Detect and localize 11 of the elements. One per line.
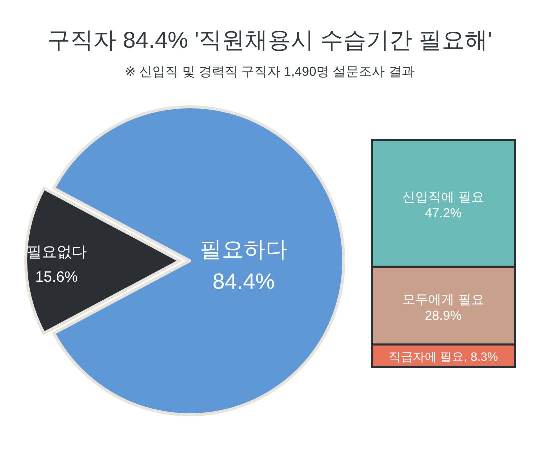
data-label: 15.6% bbox=[36, 269, 78, 286]
text: 직급자에 필요, 8.3% bbox=[388, 350, 498, 364]
data-label: 84.4% bbox=[212, 269, 276, 294]
data-label: 47.2% bbox=[425, 205, 462, 220]
series-label: 신입직에 필요 bbox=[402, 189, 484, 204]
series-label: 모두에게 필요 bbox=[402, 292, 484, 307]
slice-label: 필요없다 bbox=[26, 244, 87, 261]
data-label: 28.9% bbox=[425, 308, 462, 323]
slice-label: 필요하다 bbox=[200, 237, 288, 262]
chart-title: 구직자 84.4% '직원채용시 수습기간 필요해' bbox=[48, 27, 492, 53]
chart-subtitle: ※ 신입직 및 경력직 구직자 1,490명 설문조사 결과 bbox=[125, 64, 415, 79]
